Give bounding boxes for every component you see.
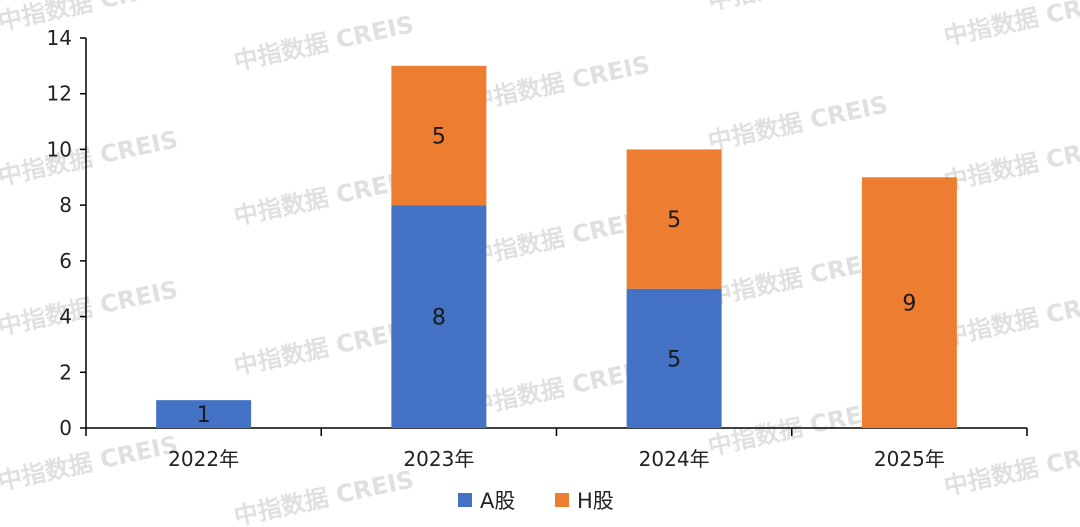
legend-label: H股 xyxy=(577,489,614,513)
legend-swatch xyxy=(555,493,569,507)
x-tick-label: 2025年 xyxy=(874,447,945,471)
data-labels: 1 8 5 5 5 9 xyxy=(197,125,917,429)
bar-segment xyxy=(391,205,487,428)
y-tick-label: 0 xyxy=(59,416,72,440)
bar-value-label: 9 xyxy=(902,292,916,317)
y-tick-label: 6 xyxy=(59,249,72,273)
legend-swatch xyxy=(458,493,472,507)
bar-segment xyxy=(156,400,252,428)
watermark-text: 中指数据 CREIS xyxy=(0,430,180,495)
x-tick-label: 2022年 xyxy=(168,447,239,471)
watermark-text: 中指数据 CREIS xyxy=(941,435,1080,500)
y-tick-label: 14 xyxy=(47,26,72,50)
watermark-text: 中指数据 CREIS xyxy=(705,90,890,155)
watermark-text: 中指数据 CREIS xyxy=(231,165,416,230)
watermark-text: 中指数据 CREIS xyxy=(0,275,180,340)
bar-segment xyxy=(861,177,957,428)
bars xyxy=(156,65,957,428)
watermark-text: 中指数据 CREIS xyxy=(467,205,652,270)
watermark-text: 中指数据 CREIS xyxy=(467,355,652,420)
y-tick-label: 2 xyxy=(59,360,72,384)
legend-label: A股 xyxy=(480,489,515,513)
y-tick-label: 10 xyxy=(47,137,72,161)
watermark-text: 中指数据 CREIS xyxy=(941,0,1080,51)
bar-value-label: 8 xyxy=(432,306,446,331)
bar-value-label: 5 xyxy=(432,125,446,150)
watermark-text: 中指数据 CREIS xyxy=(231,465,416,527)
watermark-text: 中指数据 CREIS xyxy=(467,50,652,115)
bar-segment xyxy=(391,65,487,206)
watermark-text: 中指数据 CREIS xyxy=(0,125,180,190)
legend: A股 H股 xyxy=(458,489,614,513)
watermark-text: 中指数据 CREIS xyxy=(941,285,1080,350)
watermark-text: 中指数据 CREIS xyxy=(231,315,416,380)
bar-value-label: 5 xyxy=(667,347,681,372)
watermark-text: 中指数据 CREIS xyxy=(941,130,1080,195)
y-tick-label: 8 xyxy=(59,193,72,217)
bar-segment xyxy=(626,288,722,428)
bar-value-label: 5 xyxy=(667,208,681,233)
watermark-text: 中指数据 CREIS xyxy=(705,0,890,16)
watermark-text: 中指数据 CREIS xyxy=(0,0,180,36)
y-tick-label: 4 xyxy=(59,305,72,329)
x-tick-label: 2024年 xyxy=(639,447,710,471)
watermark-text: 中指数据 CREIS xyxy=(231,10,416,75)
x-tick-label: 2023年 xyxy=(403,447,474,471)
bar-segment xyxy=(626,149,722,289)
y-tick-label: 12 xyxy=(47,82,72,106)
bar-value-label: 1 xyxy=(197,403,211,428)
